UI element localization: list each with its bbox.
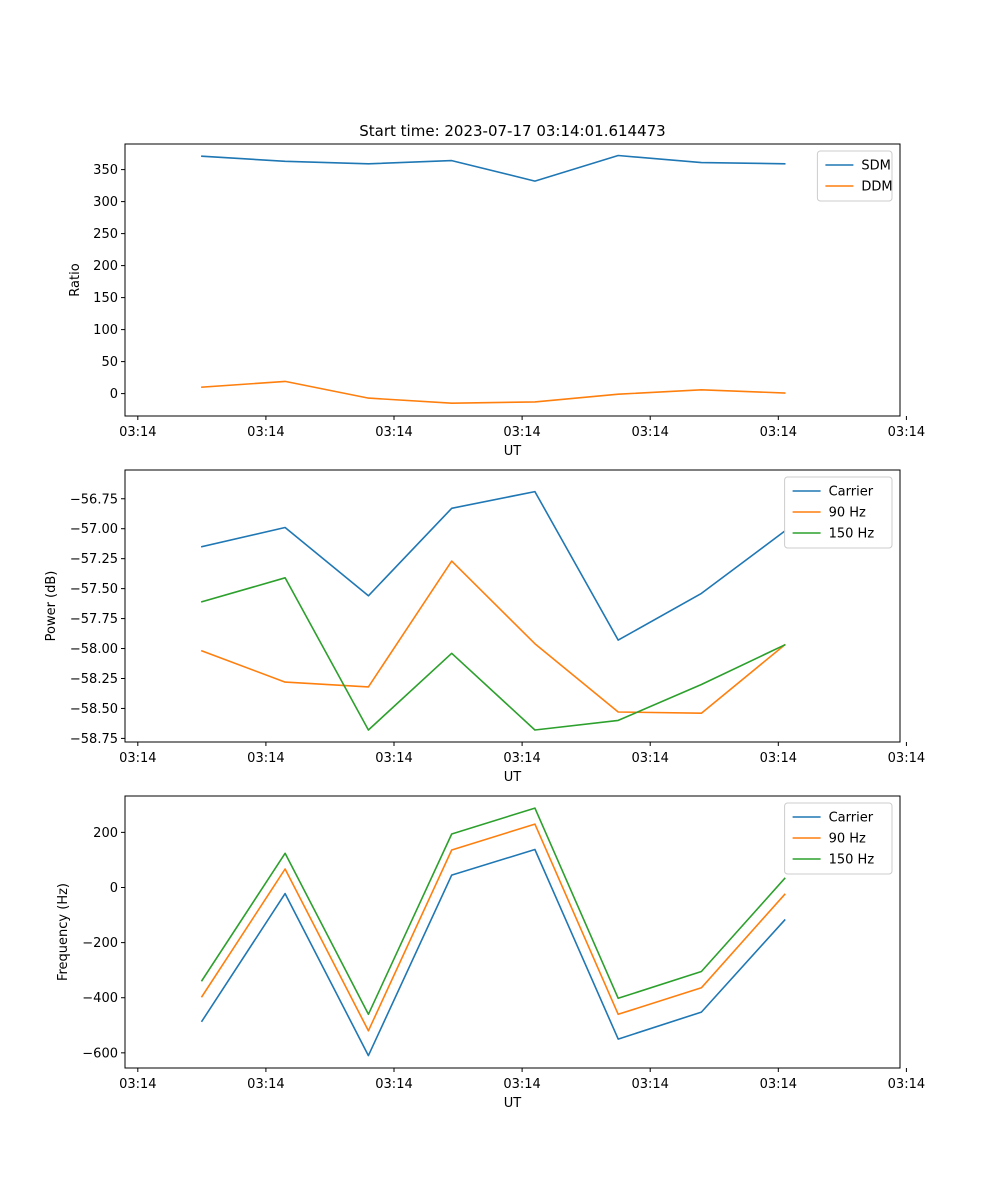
y-tick-label: −600 <box>82 1046 118 1061</box>
x-tick-label: 03:14 <box>760 425 797 440</box>
legend-label: Carrier <box>829 811 874 826</box>
subplot-3: 03:1403:1403:1403:1403:1403:1403:1403:15… <box>56 795 925 1111</box>
x-tick-label: 03:14 <box>375 425 412 440</box>
y-tick-label: 0 <box>110 881 118 896</box>
legend-label: 90 Hz <box>829 832 866 847</box>
y-tick-label: −57.50 <box>70 582 118 597</box>
x-tick-label: 03:14 <box>119 1077 156 1092</box>
y-tick-label: 200 <box>93 259 118 274</box>
y-tick-label: 0 <box>110 387 118 402</box>
series-line-ddm <box>201 380 786 405</box>
y-axis-label: Frequency (Hz) <box>56 883 71 981</box>
x-tick-label: 03:14 <box>760 1077 797 1092</box>
y-tick-label: 200 <box>93 826 118 841</box>
x-tick-label: 03:14 <box>888 425 925 440</box>
x-tick-label: 03:14 <box>247 1077 284 1092</box>
subplot-1: 03:1403:1403:1403:1403:1403:1403:1403:15… <box>68 122 925 459</box>
y-tick-label: −58.00 <box>70 642 118 657</box>
x-tick-label: 03:14 <box>631 751 668 766</box>
y-tick-label: 150 <box>93 291 118 306</box>
x-tick-label: 03:14 <box>888 1077 925 1092</box>
legend-label: Carrier <box>829 485 874 500</box>
x-axis-label: UT <box>504 444 522 459</box>
series-line-carrier <box>200 490 786 641</box>
x-axis-label: UT <box>504 770 522 785</box>
y-axis-label: Power (dB) <box>44 571 59 642</box>
y-tick-label: 250 <box>93 227 118 242</box>
y-tick-label: −200 <box>82 936 118 951</box>
x-tick-label: 03:14 <box>247 425 284 440</box>
y-tick-label: −57.00 <box>70 522 118 537</box>
x-tick-label: 03:14 <box>631 1077 668 1092</box>
series-line-150-hz <box>200 807 786 1016</box>
legend-label: 90 Hz <box>829 506 866 521</box>
y-tick-label: −57.25 <box>70 552 118 567</box>
legend-box <box>784 476 893 549</box>
legend-label: 150 Hz <box>829 527 875 542</box>
x-tick-label: 03:14 <box>119 425 156 440</box>
legend: SDM DDM <box>816 150 893 202</box>
x-tick-label: 03:14 <box>888 751 925 766</box>
x-tick-label: 03:14 <box>375 1077 412 1092</box>
x-tick-label: 03:14 <box>119 751 156 766</box>
x-tick-label: 03:14 <box>631 425 668 440</box>
axes-frame <box>124 469 901 743</box>
series-line-150-hz <box>200 576 786 731</box>
legend: Carrier 90 Hz 150 Hz <box>784 802 893 875</box>
y-tick-label: −58.25 <box>70 672 118 687</box>
legend-label: SDM <box>861 159 890 174</box>
y-axis-label: Ratio <box>68 263 83 296</box>
legend-label: 150 Hz <box>829 853 875 868</box>
x-tick-label: 03:14 <box>503 425 540 440</box>
y-tick-label: −58.50 <box>70 702 118 717</box>
x-tick-label: 03:14 <box>247 751 284 766</box>
x-tick-label: 03:14 <box>760 751 797 766</box>
legend-box <box>816 150 893 202</box>
legend: Carrier 90 Hz 150 Hz <box>784 476 893 549</box>
y-tick-label: 50 <box>101 355 118 370</box>
legend-box <box>784 802 893 875</box>
x-tick-label: 03:14 <box>375 751 412 766</box>
series-line-carrier <box>200 848 786 1057</box>
series-line-90-hz <box>200 560 786 715</box>
y-tick-label: −57.75 <box>70 612 118 627</box>
subplot-2: 03:1403:1403:1403:1403:1403:1403:1403:15… <box>44 469 925 785</box>
y-tick-label: 350 <box>93 163 118 178</box>
axes-frame <box>124 795 901 1069</box>
legend-label: DDM <box>861 180 892 195</box>
y-tick-label: −58.75 <box>70 732 118 747</box>
chart-title: Start time: 2023-07-17 03:14:01.614473 <box>359 122 665 140</box>
y-tick-label: 300 <box>93 195 118 210</box>
y-tick-label: −400 <box>82 991 118 1006</box>
x-tick-label: 03:14 <box>503 751 540 766</box>
series-line-sdm <box>201 154 786 182</box>
axes-frame <box>124 143 901 417</box>
x-tick-label: 03:14 <box>503 1077 540 1092</box>
y-tick-label: 100 <box>93 323 118 338</box>
y-tick-label: −56.75 <box>70 492 118 507</box>
series-line-90-hz <box>200 823 786 1032</box>
x-axis-label: UT <box>504 1096 522 1111</box>
